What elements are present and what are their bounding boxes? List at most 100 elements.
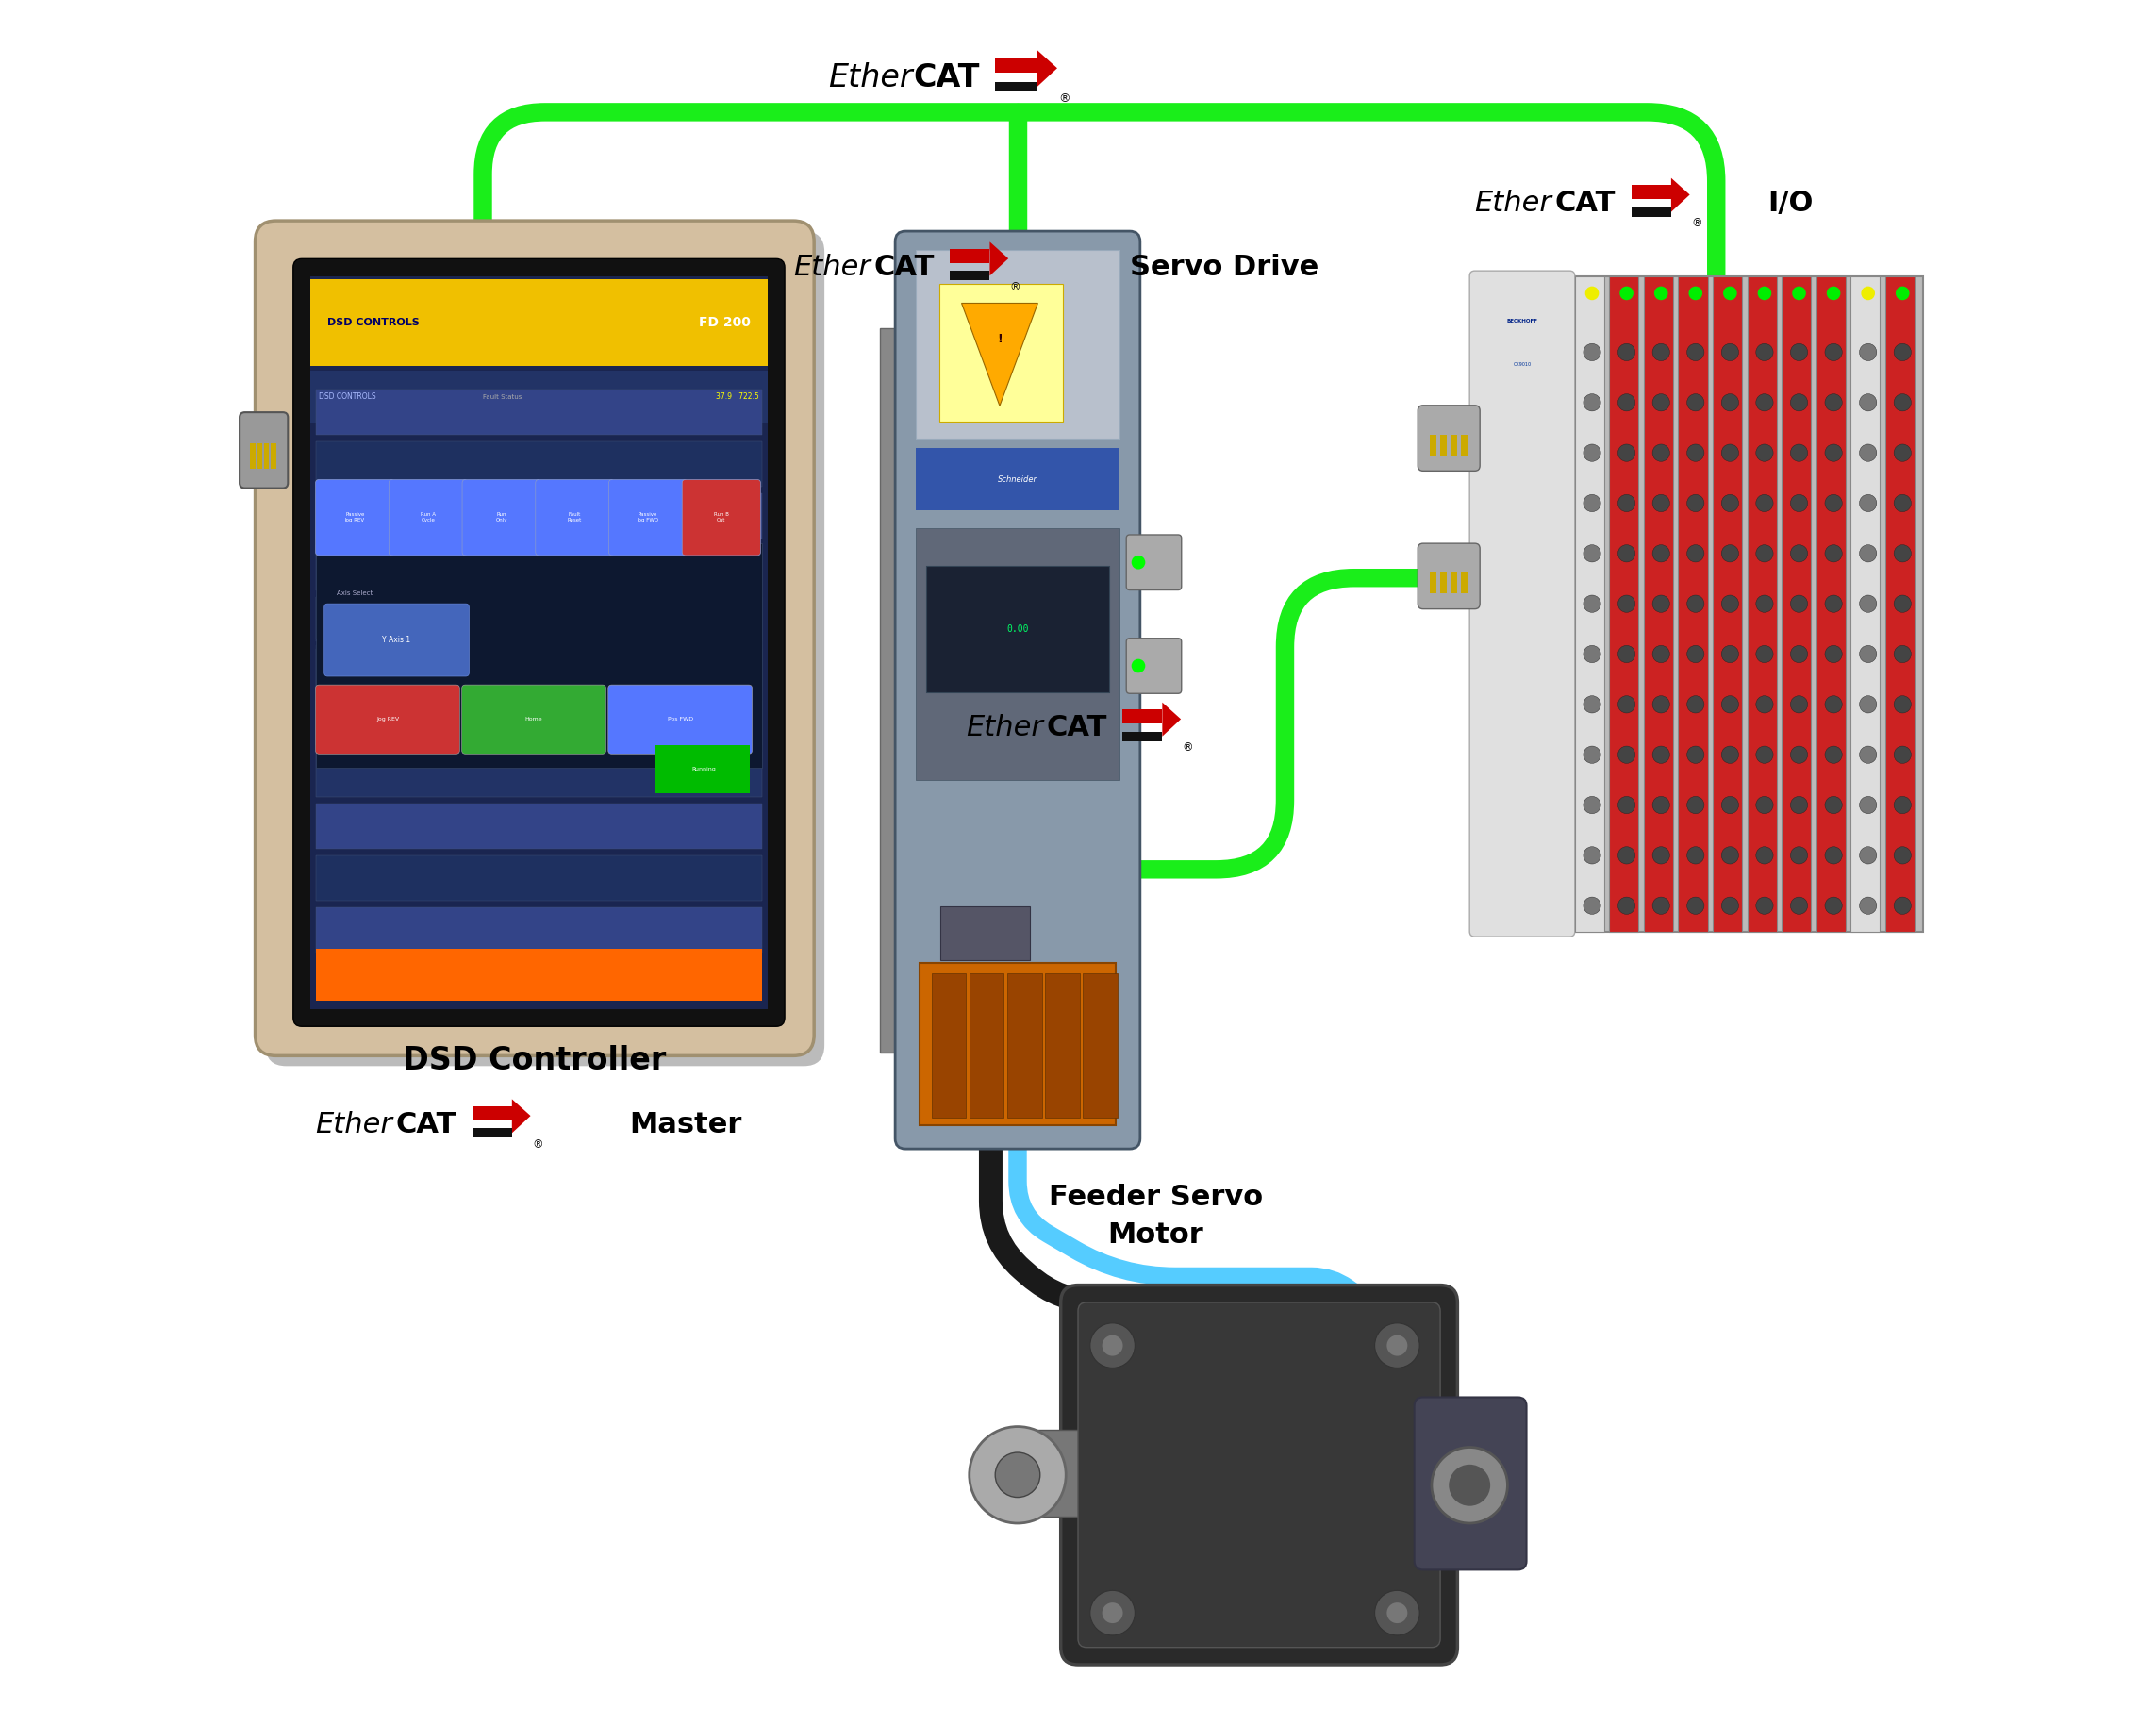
Bar bbox=[315, 493, 763, 538]
Circle shape bbox=[1132, 659, 1145, 673]
Circle shape bbox=[1789, 745, 1807, 762]
FancyBboxPatch shape bbox=[535, 480, 614, 555]
Circle shape bbox=[1893, 595, 1910, 612]
Bar bbox=[931, 973, 966, 1118]
Text: CAT: CAT bbox=[1554, 190, 1615, 217]
Bar bbox=[916, 448, 1119, 511]
Circle shape bbox=[1824, 645, 1841, 662]
Circle shape bbox=[1757, 286, 1772, 300]
Circle shape bbox=[1789, 393, 1807, 411]
Circle shape bbox=[1789, 545, 1807, 562]
Text: Running: Running bbox=[692, 768, 716, 771]
Circle shape bbox=[1651, 495, 1669, 512]
Circle shape bbox=[1617, 443, 1634, 461]
Circle shape bbox=[1824, 393, 1841, 411]
Circle shape bbox=[1583, 495, 1600, 512]
Text: Ether: Ether bbox=[1475, 190, 1552, 217]
Circle shape bbox=[1755, 695, 1772, 712]
Bar bbox=[315, 597, 763, 638]
Bar bbox=[1746, 276, 1777, 931]
Circle shape bbox=[1686, 545, 1703, 562]
Circle shape bbox=[1720, 595, 1738, 612]
Bar bbox=[918, 963, 1117, 1125]
Circle shape bbox=[1386, 1335, 1408, 1356]
Text: Jog REV: Jog REV bbox=[375, 718, 399, 721]
Bar bbox=[1462, 573, 1468, 593]
Text: Pos FWD: Pos FWD bbox=[668, 718, 692, 721]
Bar bbox=[1884, 276, 1915, 931]
Circle shape bbox=[1720, 495, 1738, 512]
Circle shape bbox=[1651, 645, 1669, 662]
Bar bbox=[315, 545, 763, 590]
Circle shape bbox=[1651, 595, 1669, 612]
FancyBboxPatch shape bbox=[323, 604, 470, 676]
Bar bbox=[315, 700, 763, 745]
Circle shape bbox=[1893, 343, 1910, 361]
Circle shape bbox=[1583, 897, 1600, 914]
Circle shape bbox=[1720, 695, 1738, 712]
Bar bbox=[315, 752, 763, 797]
Circle shape bbox=[1585, 286, 1600, 300]
Circle shape bbox=[1651, 797, 1669, 814]
Bar bbox=[315, 597, 763, 642]
Bar bbox=[951, 248, 990, 262]
Circle shape bbox=[1686, 393, 1703, 411]
Circle shape bbox=[1824, 897, 1841, 914]
Polygon shape bbox=[1037, 50, 1056, 86]
Text: Axis Select: Axis Select bbox=[336, 590, 373, 597]
FancyBboxPatch shape bbox=[265, 231, 824, 1066]
Text: CX9010: CX9010 bbox=[1514, 362, 1531, 367]
FancyBboxPatch shape bbox=[681, 480, 761, 555]
FancyBboxPatch shape bbox=[388, 480, 468, 555]
Circle shape bbox=[1893, 745, 1910, 762]
Circle shape bbox=[1755, 443, 1772, 461]
Bar bbox=[1429, 435, 1436, 455]
Circle shape bbox=[1651, 343, 1669, 361]
Circle shape bbox=[1893, 897, 1910, 914]
Bar bbox=[655, 745, 750, 794]
Circle shape bbox=[1583, 595, 1600, 612]
Text: Run B
Cut: Run B Cut bbox=[714, 512, 729, 523]
Circle shape bbox=[970, 1427, 1065, 1523]
FancyBboxPatch shape bbox=[1078, 1302, 1440, 1647]
Bar bbox=[1440, 573, 1447, 593]
Polygon shape bbox=[962, 304, 1037, 405]
Text: I/O: I/O bbox=[1768, 190, 1813, 217]
Circle shape bbox=[1102, 1603, 1123, 1623]
Circle shape bbox=[1617, 545, 1634, 562]
Circle shape bbox=[1824, 343, 1841, 361]
Circle shape bbox=[1583, 745, 1600, 762]
Circle shape bbox=[1720, 393, 1738, 411]
Bar bbox=[1850, 276, 1880, 931]
Circle shape bbox=[1617, 797, 1634, 814]
Bar bbox=[263, 443, 270, 469]
Circle shape bbox=[1895, 286, 1910, 300]
Bar bbox=[315, 543, 763, 768]
Circle shape bbox=[1617, 847, 1634, 864]
Circle shape bbox=[1617, 645, 1634, 662]
Bar bbox=[250, 443, 254, 469]
Circle shape bbox=[1686, 897, 1703, 914]
Bar bbox=[315, 693, 763, 735]
Circle shape bbox=[1720, 797, 1738, 814]
Circle shape bbox=[1720, 545, 1738, 562]
Circle shape bbox=[1617, 695, 1634, 712]
FancyBboxPatch shape bbox=[254, 221, 815, 1056]
Text: Feeder Servo
Motor: Feeder Servo Motor bbox=[1048, 1183, 1263, 1249]
Bar bbox=[315, 645, 763, 687]
Circle shape bbox=[1654, 286, 1669, 300]
Circle shape bbox=[1651, 745, 1669, 762]
Circle shape bbox=[1893, 393, 1910, 411]
Circle shape bbox=[1893, 695, 1910, 712]
Circle shape bbox=[1583, 393, 1600, 411]
Circle shape bbox=[1755, 545, 1772, 562]
Text: CAT: CAT bbox=[914, 62, 979, 93]
Circle shape bbox=[1858, 797, 1876, 814]
Bar bbox=[951, 271, 990, 281]
Bar bbox=[996, 81, 1037, 91]
Circle shape bbox=[1102, 1335, 1123, 1356]
Circle shape bbox=[1720, 443, 1738, 461]
Bar bbox=[1574, 276, 1604, 931]
Circle shape bbox=[1755, 393, 1772, 411]
Circle shape bbox=[1858, 393, 1876, 411]
